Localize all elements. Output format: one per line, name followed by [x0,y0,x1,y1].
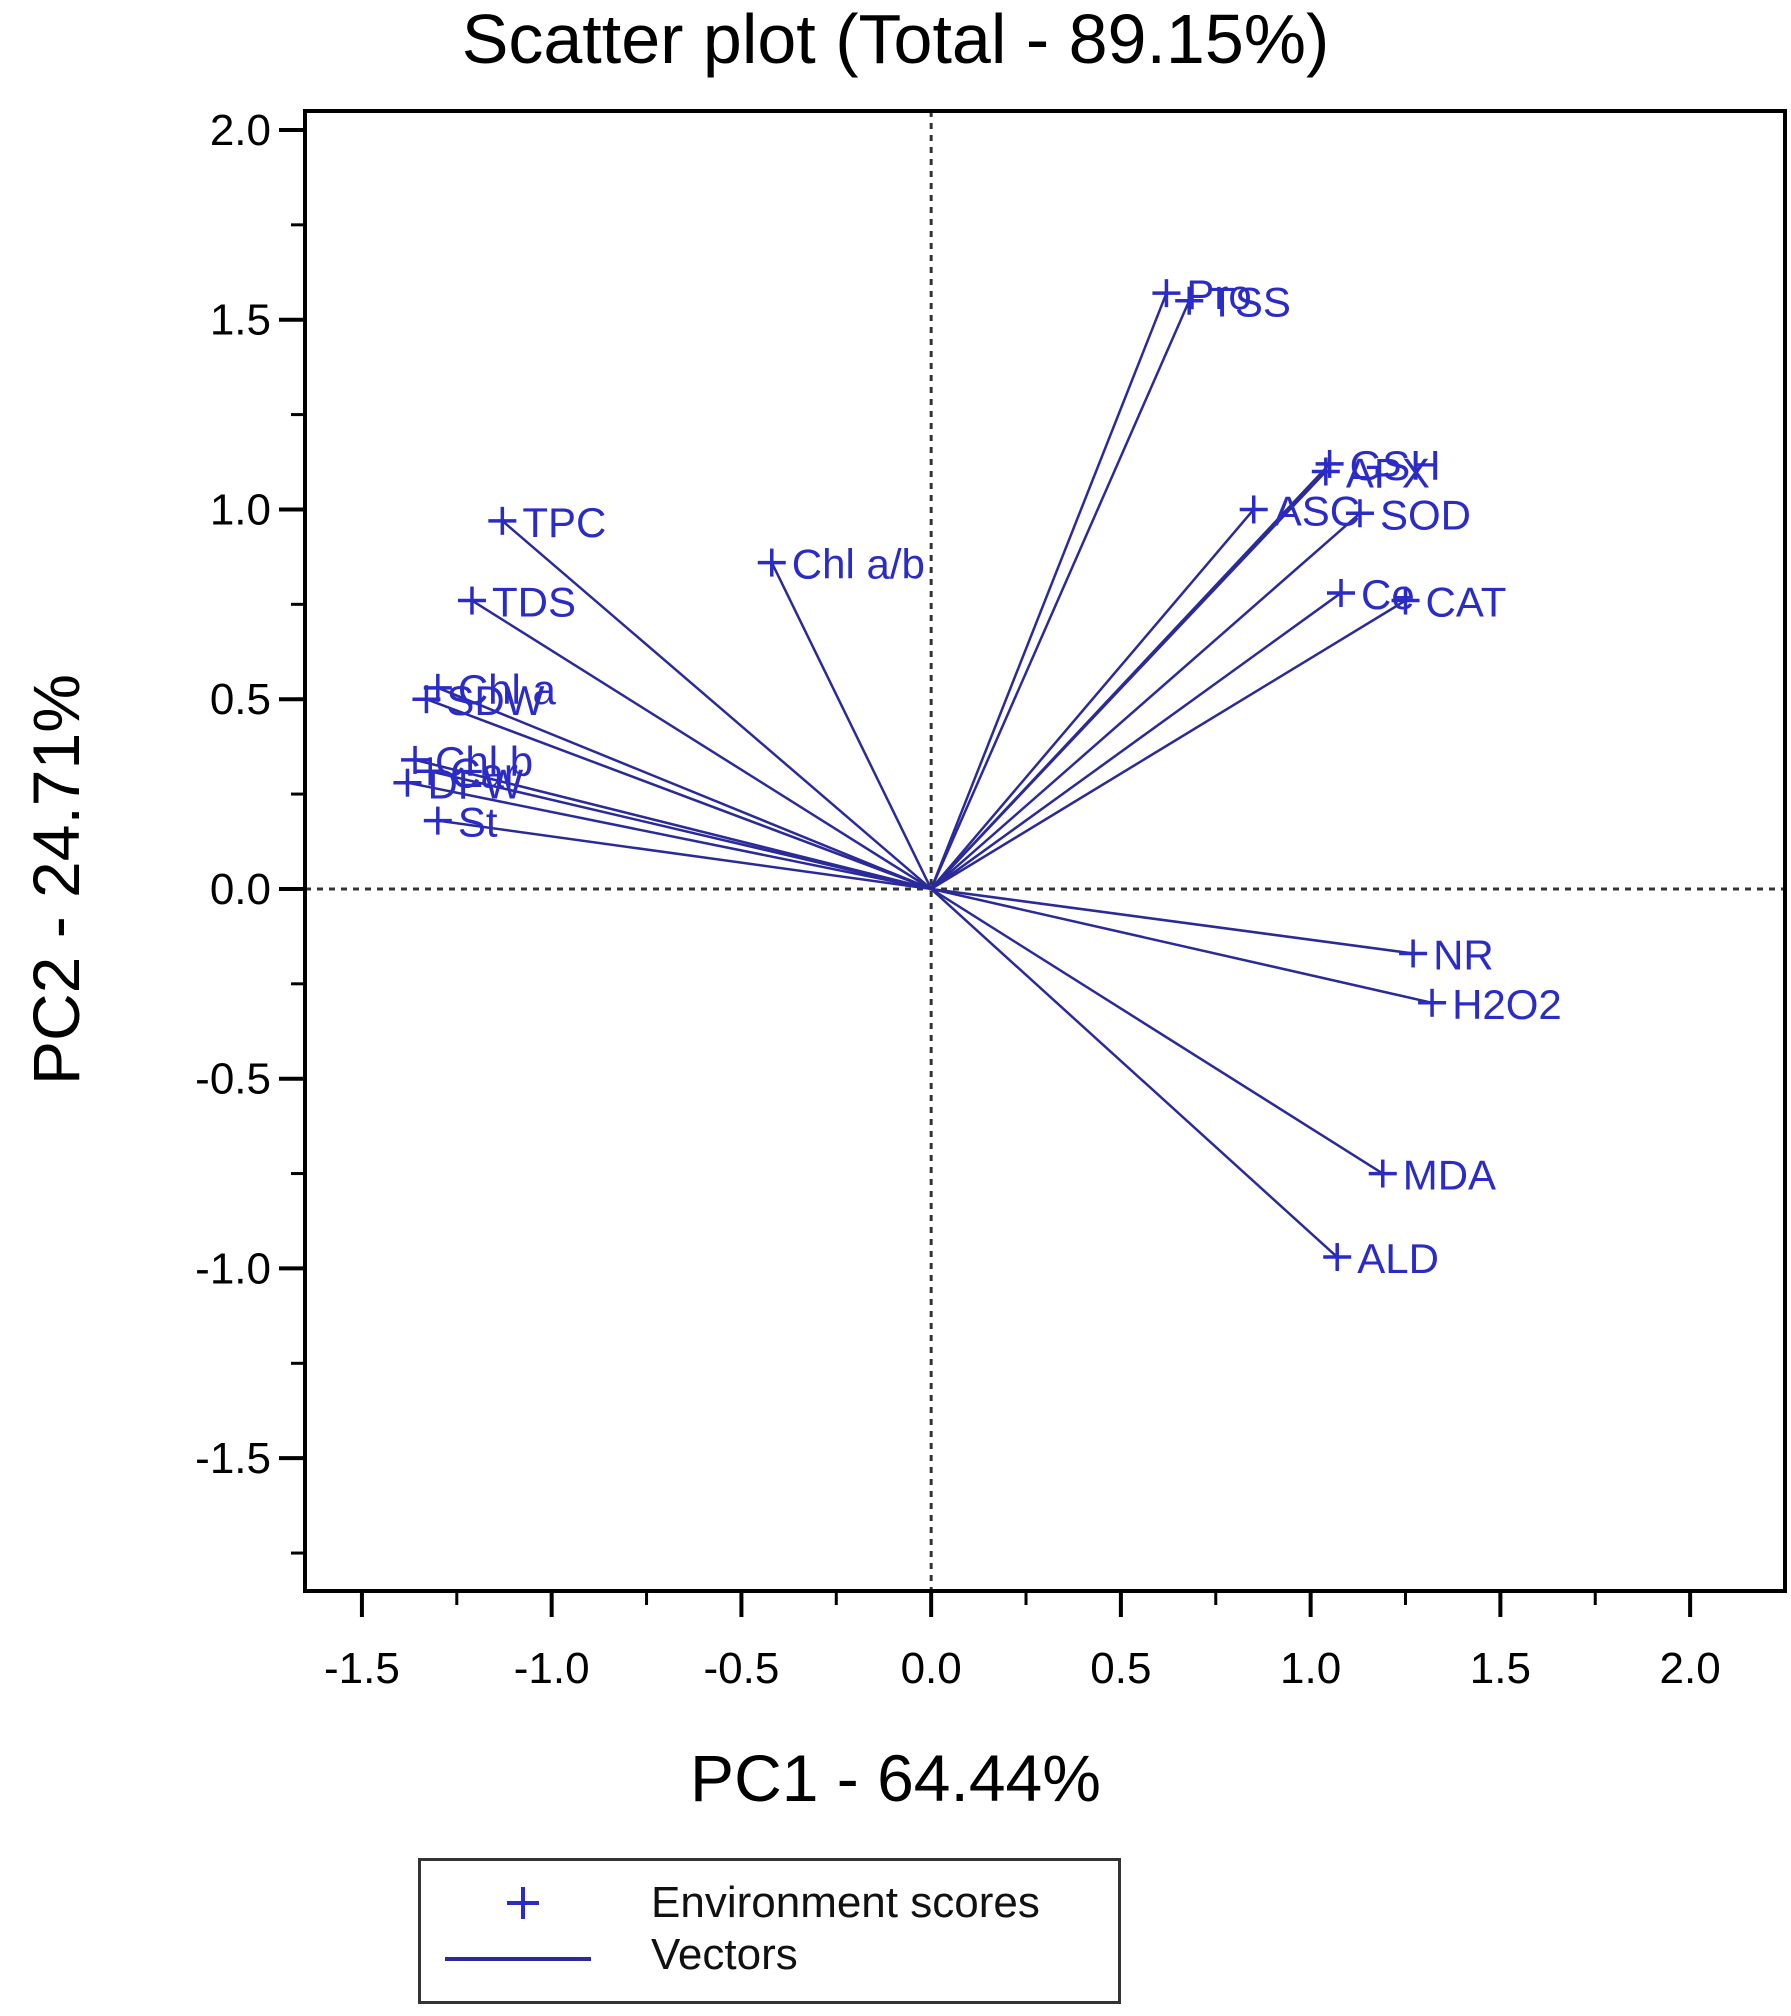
point-label-11: Chl a [458,666,557,713]
score-point-10 [457,586,486,615]
vector-12 [425,698,932,891]
vector-6 [930,591,1342,890]
vector-18 [930,887,1433,1005]
vector-13 [414,758,932,891]
vector-20 [930,888,1339,1258]
score-point-19 [1368,1159,1397,1188]
score-point-17 [1399,939,1428,968]
score-point-4 [1239,495,1268,524]
x-tick-label-1: -1.0 [514,1644,590,1693]
score-point-5 [1345,499,1374,528]
plus-marker-icon [507,1887,539,1919]
plot-frame [303,109,1787,1593]
point-label-18: H2O2 [1452,981,1562,1028]
score-point-6 [1327,578,1355,607]
point-label-4: ASC [1274,487,1360,534]
point-label-9: Chl a/b [792,541,925,588]
score-point-11 [423,673,452,702]
x-axis: -1.5 -1.0 -0.5 0.0 0.5 1.0 1.5 2.0 [324,1591,1721,1693]
y-tick-label-6: -1.0 [195,1244,271,1293]
vector-3 [930,470,1327,890]
point-label-15: DFW [427,761,523,808]
zero-lines [305,111,1785,1591]
vector-5 [930,512,1361,890]
score-point-8 [488,506,517,535]
legend-item-vectors: Vectors [421,1927,1118,1983]
legend-scores-label: Environment scores [651,1878,1040,1927]
vector-0 [929,292,1168,890]
vector-19 [930,887,1384,1175]
score-point-13 [401,745,430,774]
line-marker-icon [445,1957,591,1961]
x-tick-label-4: 0.5 [1090,1644,1151,1693]
y-tick-label-5: -0.5 [195,1055,271,1104]
score-point-14 [416,757,445,786]
y-tick-label-2: 1.0 [210,485,271,534]
chart-title: Scatter plot (Total - 89.15%) [461,0,1330,78]
point-label-10: TDS [492,579,576,626]
points-group [393,279,1447,1272]
score-point-7 [1391,586,1420,615]
legend-item-scores: Environment scores [421,1875,1118,1931]
score-point-0 [1152,279,1181,308]
vector-14 [429,770,932,891]
x-tick-label-2: -0.5 [703,1644,779,1693]
y-axis: 2.0 1.5 1.0 0.5 0.0 -0.5 -1.0 -1.5 [195,106,305,1555]
x-tick-label-3: 0.0 [901,1644,962,1693]
point-label-17: NR [1433,931,1494,978]
vector-16 [437,819,932,891]
point-label-19: MDA [1403,1152,1496,1199]
legend: Environment scores Vectors [418,1858,1121,2004]
score-point-18 [1418,988,1447,1017]
score-point-3 [1311,457,1340,486]
point-label-2: GSH [1350,442,1441,489]
y-tick-label-4: 0.0 [210,865,271,914]
point-label-12: SDW [446,677,544,724]
y-tick-label-7: -1.5 [195,1434,271,1483]
point-label-3: APX [1346,450,1430,497]
y-tick-label-1: 1.5 [210,296,271,345]
vector-8 [501,519,932,890]
score-point-20 [1323,1243,1352,1272]
x-tick-label-6: 1.5 [1470,1644,1531,1693]
point-label-5: SOD [1380,491,1471,538]
point-label-1: TSS [1209,279,1291,326]
point-label-7: CAT [1426,579,1507,626]
x-tick-label-0: -1.5 [324,1644,400,1693]
y-tick-label-3: 0.5 [210,675,271,724]
vector-9 [770,562,933,890]
x-tick-label-7: 2.0 [1660,1644,1721,1693]
point-label-8: TPC [522,499,606,546]
vectors-group [407,292,1433,1258]
vector-4 [930,508,1255,890]
vector-7 [930,599,1407,891]
vector-1 [930,300,1191,890]
score-point-9 [757,548,786,577]
x-axis-label: PC1 - 64.44% [690,1741,1101,1815]
score-point-1 [1175,286,1204,315]
vector-10 [471,599,932,891]
point-label-16: St [458,799,498,846]
point-label-13: Chl b [435,738,533,785]
score-point-16 [423,806,452,835]
y-axis-label: PC2 - 24.71% [19,674,93,1085]
y-tick-label-0: 2.0 [210,106,271,155]
point-label-20: ALD [1357,1235,1439,1282]
score-point-12 [412,685,441,714]
point-label-6: Ce [1361,571,1415,618]
point-label-14: Car [450,749,518,796]
vector-11 [437,686,932,891]
vector-17 [930,887,1414,955]
point-label-0: Pro [1186,271,1251,318]
x-tick-label-5: 1.0 [1280,1644,1341,1693]
score-point-15 [393,768,422,797]
vector-15 [407,781,932,891]
legend-vectors-label: Vectors [651,1930,798,1979]
